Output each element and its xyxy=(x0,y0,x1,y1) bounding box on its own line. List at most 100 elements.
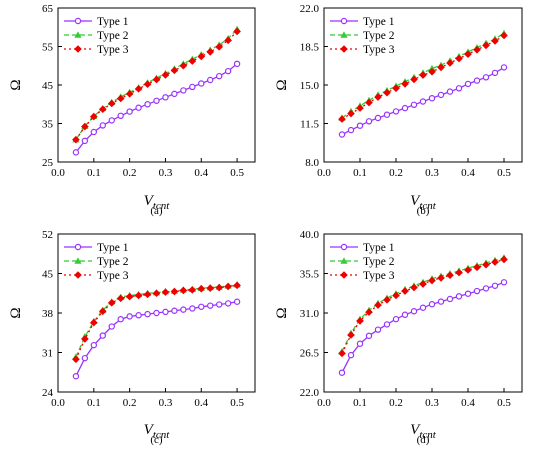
legend: Type 1 Type 2 Type 3 xyxy=(330,242,395,282)
legend-marker xyxy=(74,17,82,25)
data-point xyxy=(152,75,161,84)
data-point xyxy=(206,284,215,292)
legend-marker xyxy=(340,17,348,25)
data-point xyxy=(455,268,463,277)
plot-frame xyxy=(323,7,523,163)
legend-label: Type 2 xyxy=(97,256,129,268)
data-point xyxy=(419,280,427,288)
data-point xyxy=(419,98,427,105)
data-point xyxy=(215,43,223,51)
data-point xyxy=(383,321,391,328)
legend-label: Type 3 xyxy=(363,270,395,282)
data-point xyxy=(347,126,355,134)
x-axis-label: Vtcnt xyxy=(144,422,171,441)
data-point xyxy=(437,274,445,282)
legend-marker xyxy=(74,31,82,38)
data-point xyxy=(437,63,445,72)
y-axis-label: Ω xyxy=(8,307,24,318)
legend-label: Type 2 xyxy=(97,30,129,42)
data-point xyxy=(161,288,170,296)
data-point xyxy=(170,287,179,296)
data-point xyxy=(401,104,409,112)
data-point xyxy=(117,316,124,323)
panel-label: (a) xyxy=(150,205,163,217)
data-point xyxy=(189,83,196,91)
y-tick-label: 31 xyxy=(42,348,53,360)
data-point xyxy=(500,255,508,264)
panel-label: (b) xyxy=(417,205,430,217)
x-tick-label: 0.4 xyxy=(194,397,208,409)
data-point xyxy=(428,68,436,76)
legend-marker xyxy=(74,257,82,264)
legend-marker xyxy=(340,31,348,38)
data-point xyxy=(437,91,445,99)
data-point xyxy=(171,90,178,98)
data-point xyxy=(98,105,107,114)
x-tick-label: 0.1 xyxy=(353,167,367,179)
data-point xyxy=(179,61,188,70)
data-point xyxy=(428,301,436,308)
legend-marker xyxy=(74,271,82,279)
data-point xyxy=(161,71,170,79)
data-point xyxy=(188,57,197,65)
legend-label: Type 1 xyxy=(363,16,395,28)
data-point xyxy=(401,80,409,88)
legend-marker xyxy=(340,271,348,279)
data-point xyxy=(338,349,346,358)
data-point xyxy=(233,60,241,68)
data-point xyxy=(401,287,409,295)
x-tick-label: 0.3 xyxy=(159,167,173,179)
data-point xyxy=(392,108,400,115)
data-point xyxy=(215,301,223,308)
data-point xyxy=(374,326,382,333)
y-tick-label: 15.0 xyxy=(300,80,320,92)
data-point xyxy=(365,118,373,125)
data-point xyxy=(126,108,133,115)
data-point xyxy=(482,41,490,50)
data-point xyxy=(410,101,418,109)
data-point xyxy=(162,308,169,316)
data-point xyxy=(144,310,151,318)
plot-frame xyxy=(323,233,523,393)
data-point xyxy=(347,109,355,118)
x-tick-label: 0.5 xyxy=(230,397,244,409)
data-point xyxy=(464,266,472,274)
x-tick-label: 0.0 xyxy=(317,397,331,409)
data-point xyxy=(72,135,80,144)
data-point xyxy=(392,315,400,323)
data-point xyxy=(491,37,499,45)
x-tick-label: 0.3 xyxy=(425,167,439,179)
data-point xyxy=(338,369,346,376)
x-axis-label-subscript: tcnt xyxy=(153,200,170,212)
legend: Type 1 Type 2 Type 3 xyxy=(330,16,395,56)
y-tick-label: 8.0 xyxy=(305,157,319,169)
x-tick-label: 0.0 xyxy=(51,397,65,409)
data-point xyxy=(365,332,373,340)
y-tick-label: 25 xyxy=(42,157,54,169)
x-tick-label: 0.5 xyxy=(230,167,244,179)
data-point xyxy=(455,85,463,92)
data-point xyxy=(446,271,454,280)
y-tick-label: 52 xyxy=(42,229,53,241)
data-point xyxy=(153,97,160,104)
data-point xyxy=(215,283,223,292)
y-tick-label: 24 xyxy=(42,387,54,399)
data-point xyxy=(116,94,125,103)
x-axis-label-subscript: tcnt xyxy=(153,429,170,441)
legend-label: Type 1 xyxy=(363,242,395,254)
y-axis-label: Ω xyxy=(274,307,290,318)
x-tick-label: 0.2 xyxy=(123,167,137,179)
data-point xyxy=(392,291,400,300)
data-point xyxy=(143,80,152,89)
data-point xyxy=(233,298,241,305)
x-axis-label-main: V xyxy=(410,193,421,209)
data-point xyxy=(188,286,197,294)
data-point xyxy=(197,52,206,61)
data-point xyxy=(207,302,214,309)
data-point xyxy=(135,104,142,111)
chart-panel: 0.0 0.1 0.2 0.3 0.4 0.5 8.0 11.5 15.0 18.5 22.0 Ω Vt… xyxy=(274,3,523,217)
data-point xyxy=(455,54,463,63)
data-point xyxy=(482,260,490,269)
data-point xyxy=(125,90,134,98)
data-point xyxy=(99,122,106,129)
